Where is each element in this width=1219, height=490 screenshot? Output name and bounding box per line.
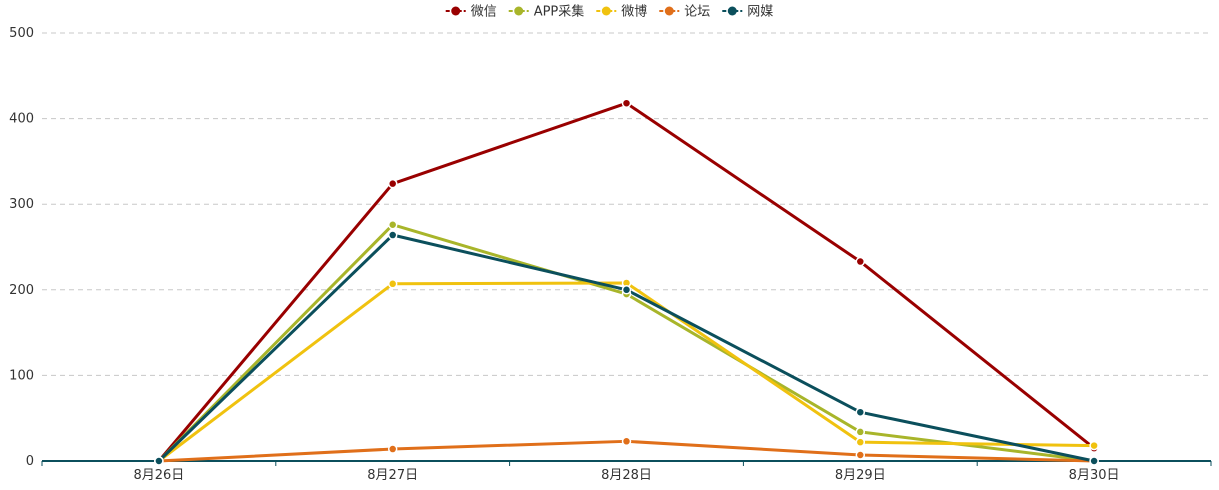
legend-label: 微信	[471, 5, 497, 20]
data-point	[855, 450, 866, 460]
x-tick-label: 8月30日	[1069, 468, 1120, 483]
data-point	[1089, 456, 1099, 466]
legend: 微信 APP采集 微博 论坛 网媒	[445, 4, 773, 20]
data-point	[1089, 440, 1099, 451]
series-lines	[154, 98, 1099, 466]
data-point	[855, 437, 866, 447]
data-point	[855, 407, 866, 417]
legend-marker-icon	[601, 6, 611, 16]
x-tick-label: 8月29日	[835, 468, 886, 483]
y-tick-label: 500	[9, 26, 34, 41]
data-point	[387, 178, 398, 189]
data-point	[387, 444, 398, 454]
legend-marker-icon	[451, 6, 461, 16]
data-point	[621, 436, 632, 447]
y-tick-label: 400	[9, 112, 34, 127]
legend-item: 论坛	[659, 5, 710, 20]
data-point	[621, 285, 632, 295]
grid-lines	[42, 32, 1211, 376]
legend-item: APP采集	[508, 4, 585, 20]
data-point	[154, 456, 164, 466]
legend-item: 微博	[596, 5, 647, 20]
x-tick-label: 8月26日	[133, 468, 184, 483]
legend-marker-icon	[727, 6, 737, 16]
y-tick-label: 100	[9, 368, 34, 383]
data-point	[387, 279, 398, 289]
legend-marker-icon	[514, 6, 524, 16]
y-tick-label: 200	[9, 283, 34, 298]
series-line	[157, 233, 1096, 463]
x-tick-label: 8月27日	[367, 468, 418, 483]
series-line	[157, 223, 1096, 463]
data-point	[855, 256, 866, 267]
data-point	[387, 230, 398, 240]
legend-label: 网媒	[747, 5, 773, 20]
legend-item: 微信	[445, 5, 497, 20]
x-tick-label: 8月28日	[601, 468, 652, 483]
legend-label: 论坛	[684, 5, 710, 20]
y-tick-label: 0	[26, 454, 34, 469]
x-axis: 8月26日 8月27日 8月28日 8月29日 8月30日	[41, 460, 1212, 483]
legend-item: 网媒	[722, 5, 773, 20]
data-point	[855, 427, 866, 437]
y-tick-label: 300	[9, 197, 34, 212]
series-line	[157, 281, 1096, 463]
legend-marker-icon	[664, 6, 674, 16]
y-axis: 0 100 200 300 400 500	[9, 26, 34, 469]
data-point	[621, 98, 632, 108]
data-point	[387, 219, 398, 230]
legend-label: 微博	[621, 5, 647, 20]
legend-label: APP采集	[534, 4, 585, 20]
